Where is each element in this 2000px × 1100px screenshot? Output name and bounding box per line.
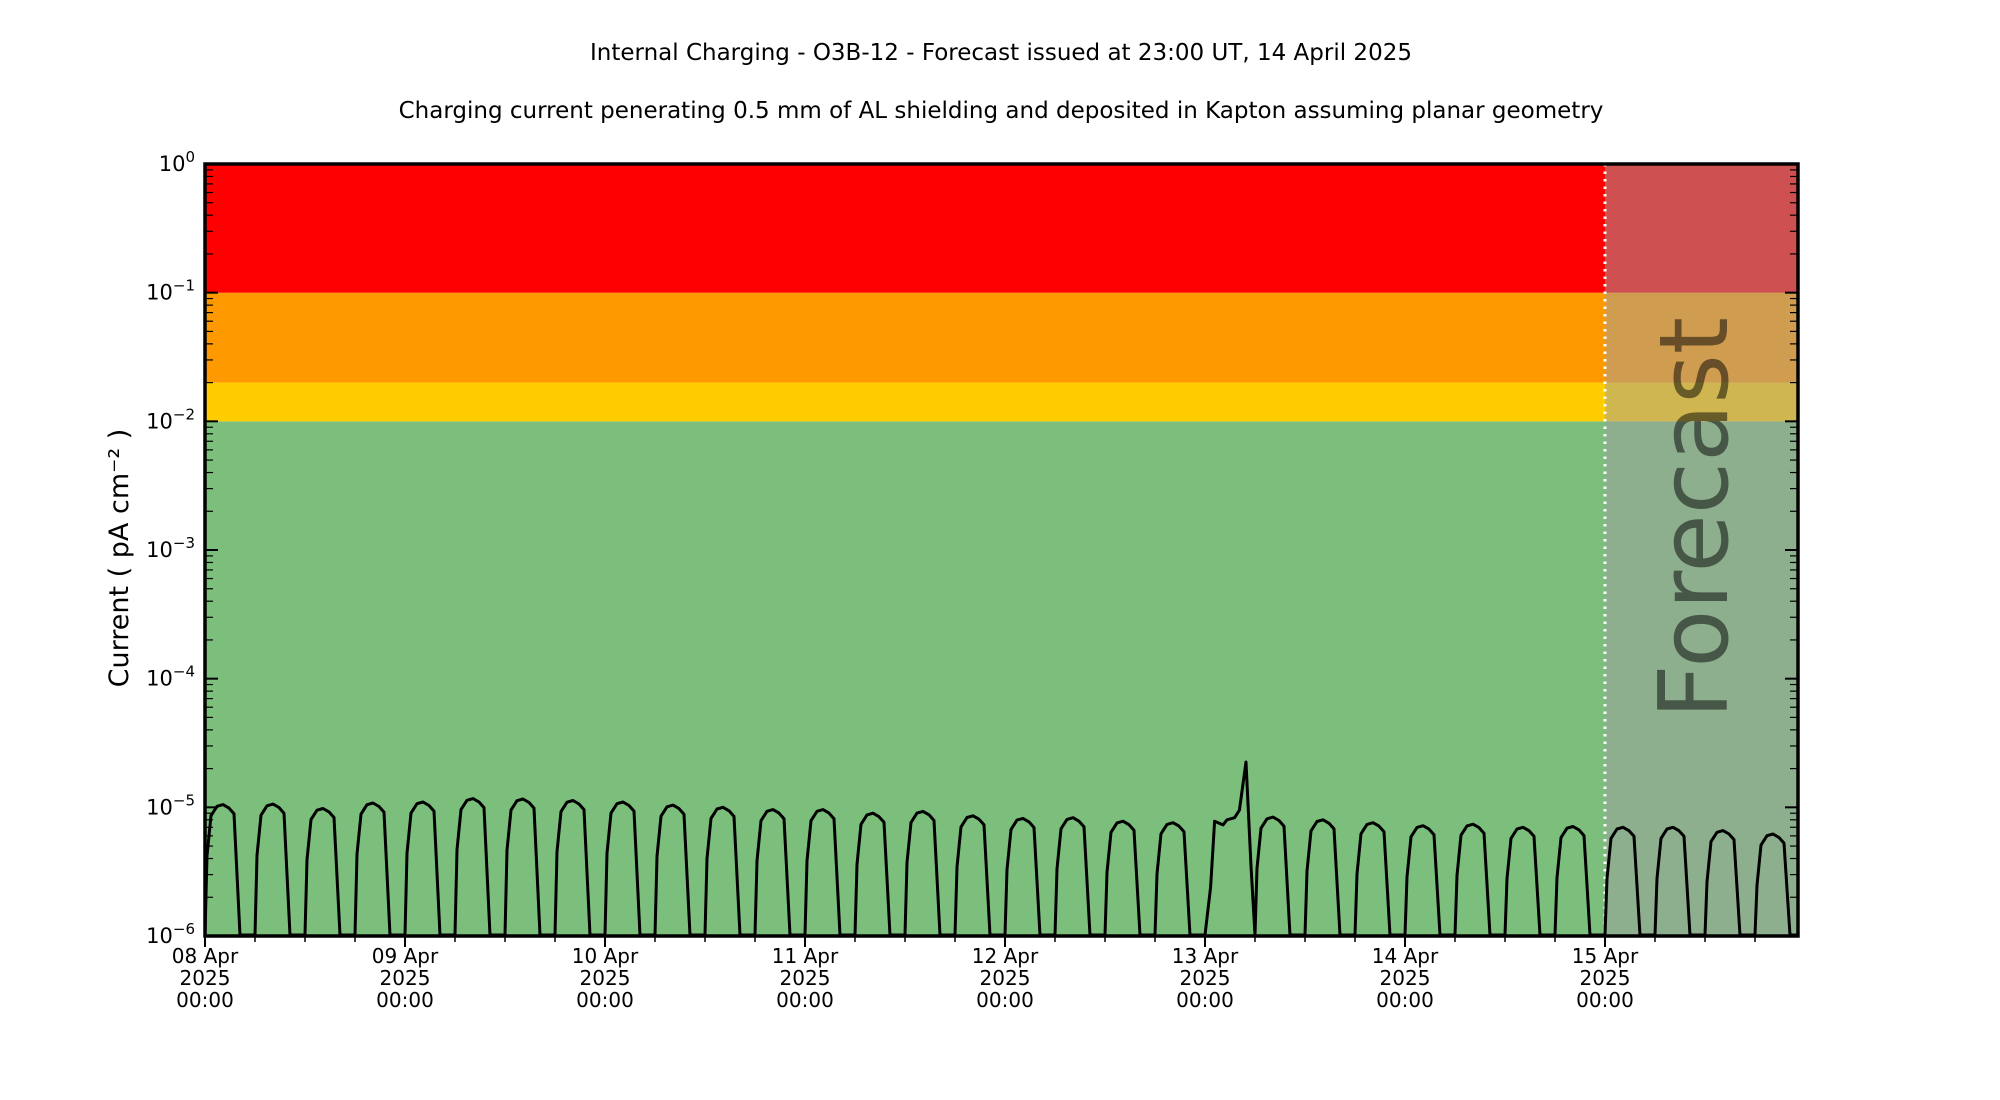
x-tick-label-time: 00:00 [576, 988, 634, 1012]
x-tick-label-time: 00:00 [176, 988, 234, 1012]
x-tick-label-year: 2025 [1180, 966, 1231, 990]
x-tick-label-date: 12 Apr [972, 944, 1039, 968]
threshold-band-severe [205, 164, 1798, 293]
x-tick-label-date: 14 Apr [1372, 944, 1439, 968]
x-tick-label-time: 00:00 [776, 988, 834, 1012]
x-tick-label-date: 08 Apr [172, 944, 239, 968]
forecast-overlay [1605, 164, 1798, 936]
x-tick-label-year: 2025 [780, 966, 831, 990]
y-tick-label: 10−3 [146, 534, 195, 562]
forecast-watermark-label: Forecast [1640, 317, 1750, 719]
x-tick-label-time: 00:00 [376, 988, 434, 1012]
threshold-band-nominal [205, 421, 1798, 936]
y-tick-label: 10−1 [146, 277, 195, 305]
chart-subtitle: Charging current penerating 0.5 mm of AL… [399, 98, 1604, 124]
x-tick-label-time: 00:00 [1376, 988, 1434, 1012]
x-tick-label-year: 2025 [380, 966, 431, 990]
x-tick-label-year: 2025 [580, 966, 631, 990]
x-tick-label-year: 2025 [1580, 966, 1631, 990]
chart-title: Internal Charging - O3B-12 - Forecast is… [590, 40, 1412, 66]
y-tick-label: 10−5 [146, 791, 195, 819]
x-tick-label-time: 00:00 [1176, 988, 1234, 1012]
x-tick-label-year: 2025 [180, 966, 231, 990]
y-tick-label: 100 [159, 148, 195, 176]
axes-frame [203, 162, 1800, 938]
x-tick-label-time: 00:00 [1576, 988, 1634, 1012]
x-tick-label-date: 15 Apr [1572, 944, 1639, 968]
x-tick-label-year: 2025 [1380, 966, 1431, 990]
threshold-band-elevated [205, 382, 1798, 422]
y-axis-label: Current ( pA cm⁻² ) [104, 429, 135, 688]
x-tick-label-date: 13 Apr [1172, 944, 1239, 968]
x-tick-label-time: 00:00 [976, 988, 1034, 1012]
y-tick-label: 10−2 [146, 405, 195, 433]
x-tick-label-year: 2025 [980, 966, 1031, 990]
y-tick-label: 10−4 [146, 663, 195, 691]
x-tick-label-date: 09 Apr [372, 944, 439, 968]
x-tick-label-date: 10 Apr [572, 944, 639, 968]
x-tick-label-date: 11 Apr [772, 944, 839, 968]
threshold-band-high [205, 292, 1798, 383]
series-charging-current [203, 760, 1798, 937]
